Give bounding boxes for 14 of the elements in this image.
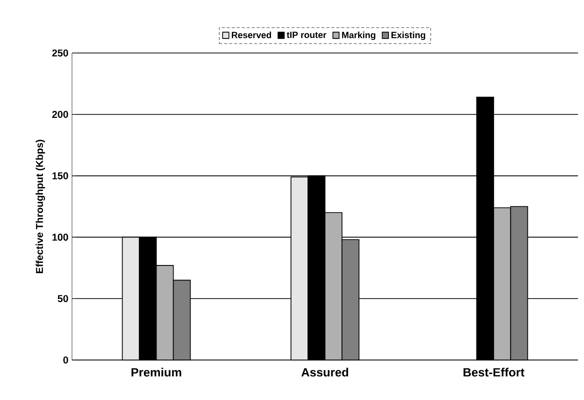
y-tick-label: 50	[58, 295, 68, 302]
x-tick-label: Assured	[301, 368, 348, 377]
legend-label: tIP router	[286, 32, 326, 38]
x-tick-label: Premium	[132, 368, 182, 377]
y-axis-title: Effective Throughput (Kbps)	[36, 140, 46, 274]
y-tick-label: 200	[52, 110, 68, 118]
legend-label: Marking	[342, 32, 376, 40]
x-tick-label: Best-Effort	[464, 368, 524, 377]
legend-label: Existing	[391, 32, 426, 40]
y-tick-label: 150	[52, 172, 68, 180]
y-tick-label: 0	[63, 356, 68, 364]
y-tick-label: 100	[52, 234, 68, 241]
y-tick-label: 250	[52, 49, 68, 57]
legend-label: Reserved	[232, 32, 272, 38]
